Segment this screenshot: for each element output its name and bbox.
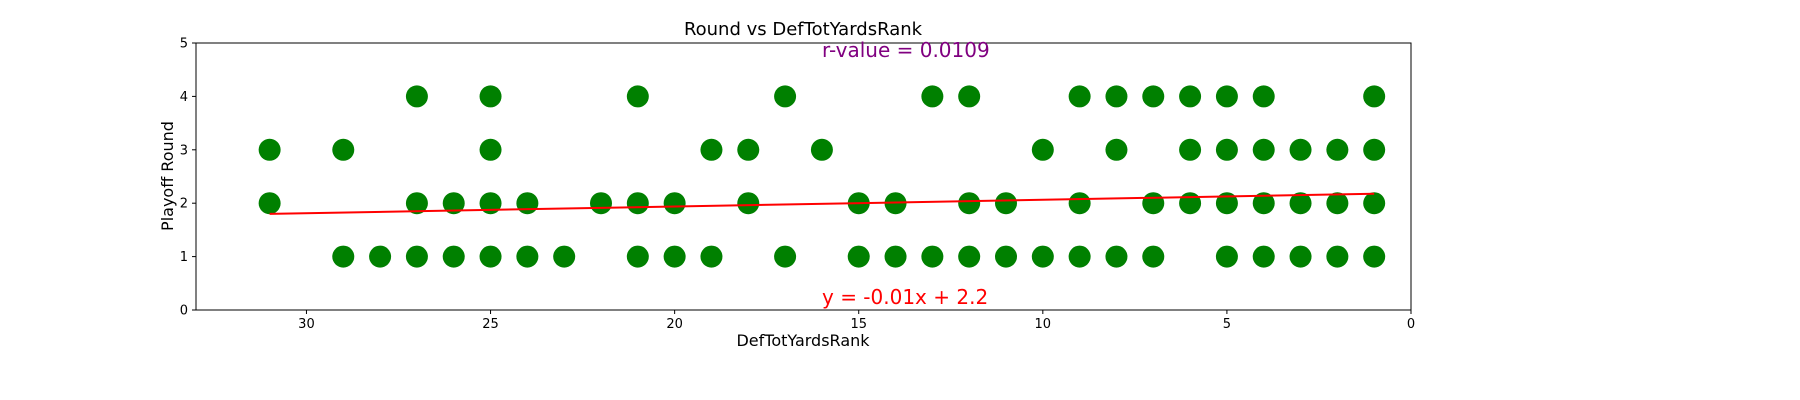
data-point xyxy=(1142,245,1165,268)
data-point xyxy=(369,245,392,268)
data-point xyxy=(332,245,355,268)
y-tick-label: 2 xyxy=(180,197,188,212)
data-point xyxy=(1326,138,1349,161)
data-point xyxy=(1179,85,1202,108)
x-axis-label: DefTotYardsRank xyxy=(736,331,870,350)
data-point xyxy=(405,245,428,268)
y-tick-label: 4 xyxy=(180,90,188,105)
data-point xyxy=(1252,85,1275,108)
data-point xyxy=(995,245,1017,268)
axis-ticks: 30 25 20 15 10 5 0 0 1 2 3 4 5 xyxy=(180,37,1415,333)
data-point xyxy=(995,192,1017,215)
data-point xyxy=(663,245,686,268)
data-point xyxy=(479,138,502,161)
data-point xyxy=(516,192,539,215)
data-point xyxy=(1068,192,1091,215)
data-point xyxy=(1179,138,1202,161)
data-point xyxy=(1142,85,1165,108)
data-point xyxy=(626,192,649,215)
x-tick-label: 0 xyxy=(1407,317,1415,332)
data-point xyxy=(1105,138,1128,161)
data-point xyxy=(1289,245,1312,268)
plot-frame xyxy=(195,42,1412,311)
data-point xyxy=(553,245,576,268)
data-point xyxy=(1105,85,1128,108)
data-point xyxy=(1289,138,1312,161)
data-point xyxy=(258,192,281,215)
data-point xyxy=(700,138,723,161)
y-axis-label: Playoff Round xyxy=(158,121,177,231)
data-point xyxy=(1363,138,1386,161)
x-tick-label: 20 xyxy=(666,317,683,332)
y-tick-label: 3 xyxy=(180,143,188,158)
data-point xyxy=(737,138,760,161)
x-tick-label: 10 xyxy=(1035,317,1052,332)
data-point xyxy=(1215,245,1238,268)
data-point xyxy=(1215,138,1238,161)
data-point xyxy=(1105,245,1128,268)
data-point xyxy=(958,85,981,108)
data-point xyxy=(1068,85,1091,108)
data-point xyxy=(479,245,502,268)
data-point xyxy=(774,245,797,268)
data-point xyxy=(405,192,428,215)
data-point xyxy=(921,245,944,268)
data-point xyxy=(884,245,907,268)
data-point xyxy=(479,192,502,215)
data-point xyxy=(774,85,797,108)
data-point xyxy=(958,192,981,215)
data-point xyxy=(1031,138,1054,161)
data-point xyxy=(1326,192,1349,215)
r-value-annotation: r-value = 0.0109 xyxy=(822,38,990,62)
data-point xyxy=(700,245,723,268)
data-point xyxy=(1179,192,1202,215)
data-point xyxy=(1363,245,1386,268)
data-point xyxy=(1363,85,1386,108)
data-point xyxy=(921,85,944,108)
data-point xyxy=(1289,192,1312,215)
data-point xyxy=(810,138,833,161)
data-point xyxy=(1252,192,1275,215)
data-point xyxy=(1215,192,1238,215)
data-point xyxy=(1252,245,1275,268)
x-tick-label: 25 xyxy=(482,317,499,332)
data-point xyxy=(737,192,760,215)
data-point xyxy=(442,192,465,215)
data-point xyxy=(1326,245,1349,268)
data-point xyxy=(626,85,649,108)
data-point xyxy=(1142,192,1165,215)
data-point xyxy=(1252,138,1275,161)
x-tick-label: 5 xyxy=(1223,317,1231,332)
data-point xyxy=(332,138,355,161)
data-points xyxy=(258,85,1386,268)
regression-line xyxy=(269,192,1375,215)
y-tick-label: 1 xyxy=(180,250,188,265)
chart-title: Round vs DefTotYardsRank xyxy=(684,19,923,40)
x-tick-label: 30 xyxy=(298,317,315,332)
data-point xyxy=(405,85,428,108)
data-point xyxy=(258,138,281,161)
data-point xyxy=(663,192,686,215)
data-point xyxy=(442,245,465,268)
data-point xyxy=(847,245,870,268)
data-point xyxy=(516,245,539,268)
x-tick-label: 15 xyxy=(850,317,867,332)
data-point xyxy=(1215,85,1238,108)
data-point xyxy=(1363,192,1386,215)
regression-equation-annotation: y = -0.01x + 2.2 xyxy=(822,285,988,309)
y-tick-label: 0 xyxy=(180,304,188,319)
data-point xyxy=(479,85,502,108)
data-point xyxy=(626,245,649,268)
data-point xyxy=(1031,245,1054,268)
data-point xyxy=(958,245,981,268)
data-point xyxy=(1068,245,1091,268)
y-tick-label: 5 xyxy=(180,37,188,52)
data-point xyxy=(590,192,612,215)
